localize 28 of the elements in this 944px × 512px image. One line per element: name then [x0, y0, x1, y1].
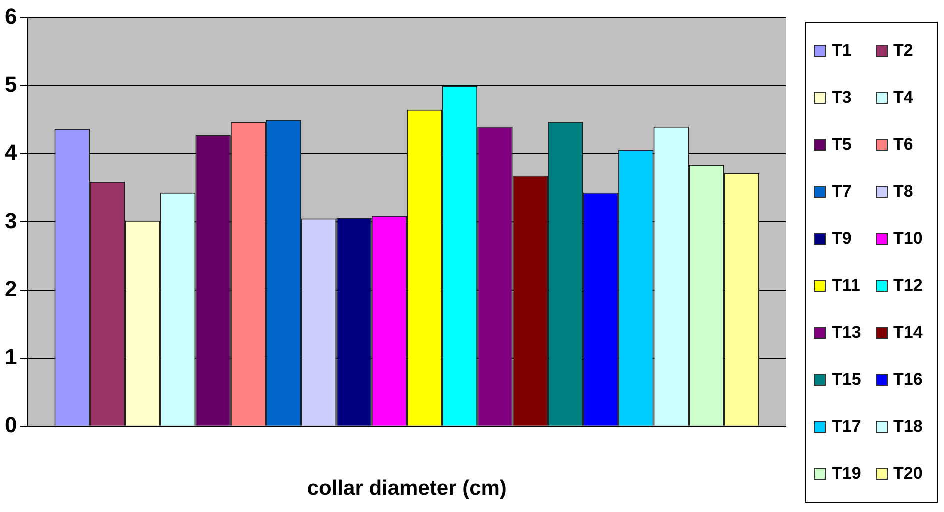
- legend-label: T13: [832, 323, 862, 344]
- legend-label: T18: [894, 417, 923, 438]
- legend-label: T1: [832, 40, 852, 61]
- legend-label: T10: [894, 228, 923, 249]
- y-tick-label: 5: [4, 72, 18, 98]
- legend-label: T4: [894, 88, 914, 108]
- legend-label: T12: [894, 276, 923, 296]
- y-tick-label: 4: [4, 140, 18, 166]
- legend-label: T2: [894, 40, 914, 61]
- legend-label: T14: [894, 323, 923, 344]
- legend-label: T6: [894, 134, 914, 155]
- legend-label: T7: [832, 182, 852, 202]
- y-tick-label: 2: [4, 276, 18, 302]
- legend-label: T9: [832, 228, 852, 249]
- legend-label: T3: [832, 88, 852, 108]
- y-tick-label: 1: [4, 344, 18, 370]
- y-tick-label: 3: [4, 208, 18, 234]
- y-tick-label: 0: [4, 412, 18, 438]
- x-axis-title: collar diameter (cm): [307, 477, 507, 500]
- legend-label: T16: [894, 370, 923, 390]
- y-tick-label: 6: [4, 4, 18, 30]
- legend-label: T5: [832, 134, 852, 155]
- legend-label: T19: [832, 464, 862, 484]
- legend-label: T20: [894, 464, 923, 484]
- legend-label: T15: [832, 370, 862, 390]
- legend-label: T8: [894, 182, 914, 202]
- legend-label: T17: [832, 417, 862, 438]
- legend-label: T11: [832, 276, 860, 296]
